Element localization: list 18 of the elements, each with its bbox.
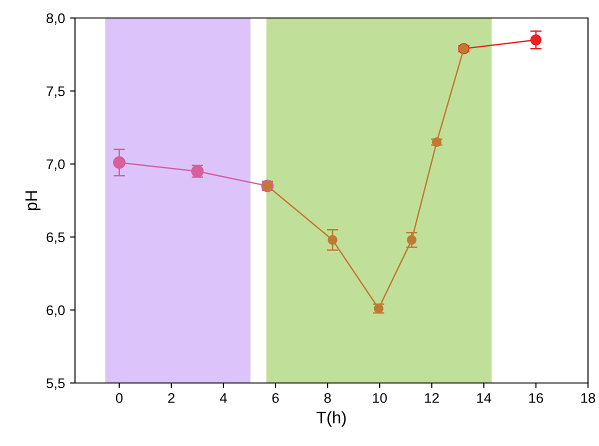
x-tick-label: 10 — [373, 393, 387, 403]
x-tick-label: 8 — [324, 393, 331, 403]
y-tick-label: 7,0 — [46, 159, 65, 171]
x-tick-label: 14 — [477, 393, 492, 403]
x-tick-label: 0 — [116, 393, 123, 403]
x-tick-label: 18 — [581, 393, 596, 403]
x-tick-label: 4 — [220, 393, 227, 403]
x-tick-label: 12 — [425, 393, 439, 403]
y-axis-title: pH — [25, 191, 40, 210]
y-tick-label: 7,5 — [46, 86, 65, 98]
x-tick-label: 6 — [272, 393, 279, 403]
x-tick-label: 2 — [168, 393, 175, 403]
y-tick-label: 8,0 — [46, 13, 65, 25]
x-axis-title: T(h) — [316, 411, 346, 427]
y-tick-label: 6,0 — [46, 305, 65, 317]
y-tick-label: 6,5 — [46, 232, 65, 244]
y-tick-label: 5,5 — [46, 378, 65, 390]
x-tick-label: 16 — [529, 393, 544, 403]
